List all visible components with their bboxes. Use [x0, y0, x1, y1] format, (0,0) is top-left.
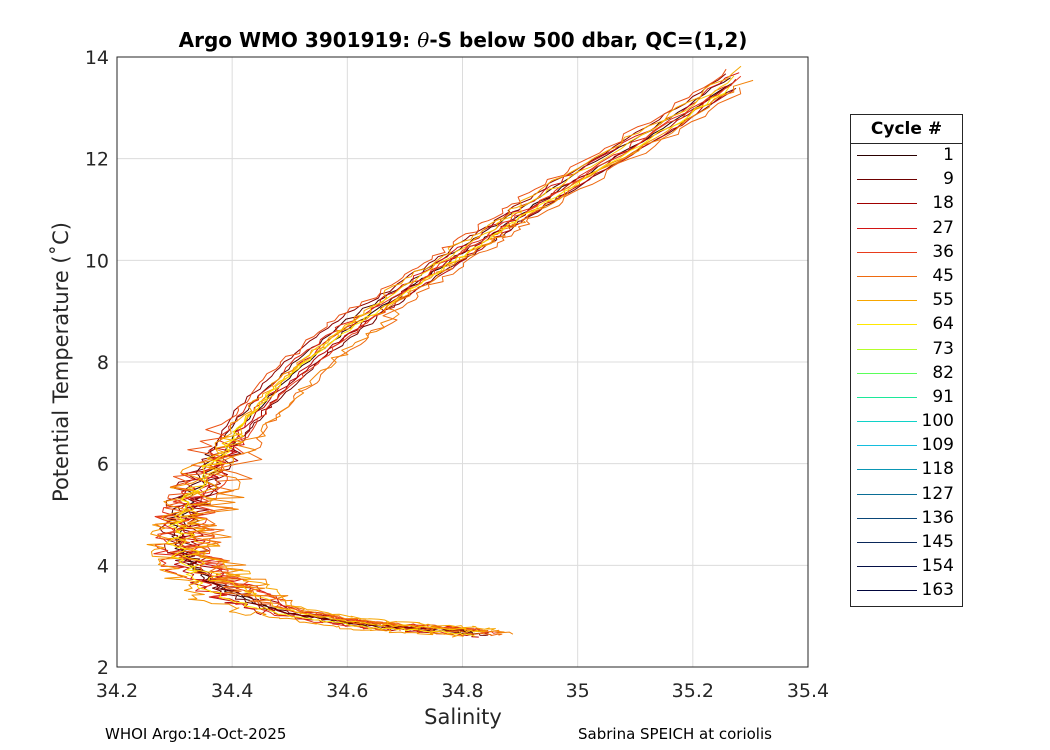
footer-attribution: Sabrina SPEICH at coriolis	[578, 725, 772, 743]
profile-line	[166, 86, 730, 637]
legend-entry: 73	[851, 338, 962, 362]
y-tick-label: 2	[97, 657, 109, 679]
legend-entry: 136	[851, 507, 962, 531]
legend-entry: 91	[851, 386, 962, 410]
profile-line	[167, 89, 735, 638]
legend-entry: 9	[851, 168, 962, 192]
legend-swatch	[857, 300, 917, 302]
legend-label: 100	[921, 411, 954, 432]
y-tick-label: 8	[97, 352, 109, 374]
legend-label: 36	[932, 241, 954, 262]
legend-swatch	[857, 590, 917, 592]
x-tick-labels: 34.2 34.4 34.6 34.8 35 35.2 35.4	[96, 680, 829, 702]
legend-entry: 55	[851, 289, 962, 313]
x-tick-label: 35.2	[672, 680, 714, 702]
legend: Cycle # 1 9 18 27 36 45 55 64 73 82 91 100 109 118 127…	[850, 114, 963, 607]
legend-swatch	[857, 445, 917, 447]
legend-label: 9	[943, 169, 954, 190]
legend-label: 18	[932, 193, 954, 214]
y-tick-label: 4	[97, 555, 109, 577]
y-tick-label: 14	[85, 47, 109, 69]
y-tick-label: 12	[85, 149, 109, 171]
profile-line	[178, 65, 742, 631]
legend-entries: 1 9 18 27 36 45 55 64 73 82 91 100 109 118 127 136 145 15…	[851, 144, 962, 604]
legend-swatch	[857, 493, 917, 495]
profile-lines	[146, 65, 754, 638]
profile-line	[180, 78, 737, 634]
legend-swatch	[857, 203, 917, 205]
legend-label: 127	[921, 483, 954, 504]
x-tick-label: 34.8	[441, 680, 483, 702]
x-tick-label: 35	[566, 680, 590, 702]
x-axis-label: Salinity	[424, 705, 502, 729]
legend-swatch	[857, 179, 917, 181]
legend-entry: 118	[851, 458, 962, 482]
profile-line	[153, 85, 727, 637]
legend-swatch	[857, 469, 917, 471]
profile-line	[174, 75, 735, 633]
legend-label: 73	[932, 338, 954, 359]
legend-entry: 100	[851, 410, 962, 434]
legend-label: 27	[932, 217, 954, 238]
profile-line	[167, 77, 731, 634]
legend-entry: 1	[851, 144, 962, 168]
profile-line	[186, 79, 754, 635]
legend-swatch	[857, 251, 917, 253]
legend-entry: 18	[851, 192, 962, 216]
legend-entry: 27	[851, 217, 962, 241]
legend-swatch	[857, 372, 917, 374]
legend-label: 118	[921, 459, 954, 480]
legend-label: 136	[921, 507, 954, 528]
legend-swatch	[857, 542, 917, 543]
legend-swatch	[857, 348, 917, 350]
legend-swatch	[857, 227, 917, 229]
legend-entry: 163	[851, 579, 962, 603]
footer-date: WHOI Argo:14-Oct-2025	[105, 725, 287, 743]
profile-line	[159, 73, 727, 633]
legend-label: 64	[932, 314, 954, 335]
y-tick-labels: 2 4 6 8 10 12 14	[85, 47, 109, 679]
profile-line	[146, 93, 728, 638]
legend-swatch	[857, 155, 917, 156]
legend-label: 163	[921, 580, 954, 601]
legend-label: 109	[921, 435, 954, 456]
chart-title: Argo WMO 3901919: θ-S below 500 dbar, QC…	[179, 28, 748, 52]
legend-label: 55	[932, 290, 954, 311]
y-tick-label: 6	[97, 454, 109, 476]
profile-line	[185, 75, 742, 634]
plot-frame	[116, 56, 809, 668]
legend-entry: 127	[851, 483, 962, 507]
legend-label: 1	[943, 145, 954, 165]
legend-swatch	[857, 396, 917, 398]
legend-label: 145	[921, 532, 954, 552]
profile-line	[154, 68, 727, 632]
legend-swatch	[857, 324, 917, 326]
legend-entry: 64	[851, 313, 962, 337]
x-tick-label: 35.4	[787, 680, 829, 702]
legend-entry: 109	[851, 434, 962, 458]
x-tick-label: 34.4	[211, 680, 253, 702]
legend-label: 82	[932, 362, 954, 383]
legend-entry: 36	[851, 241, 962, 265]
x-tick-label: 34.6	[326, 680, 368, 702]
legend-title: Cycle #	[851, 115, 962, 144]
legend-label: 45	[932, 265, 954, 286]
legend-entry: 82	[851, 362, 962, 386]
x-tick-label: 34.2	[96, 680, 138, 702]
legend-entry: 45	[851, 265, 962, 289]
legend-swatch	[857, 275, 917, 277]
legend-swatch	[857, 566, 917, 568]
legend-label: 91	[932, 386, 954, 407]
legend-entry: 145	[851, 531, 962, 555]
legend-swatch	[857, 421, 917, 423]
profile-line	[177, 72, 740, 632]
legend-swatch	[857, 517, 917, 519]
profile-line	[174, 81, 735, 635]
y-axis-label: Potential Temperature (˚C)	[49, 222, 73, 502]
legend-label: 154	[921, 556, 954, 577]
legend-entry: 154	[851, 555, 962, 579]
y-tick-label: 10	[85, 250, 109, 272]
